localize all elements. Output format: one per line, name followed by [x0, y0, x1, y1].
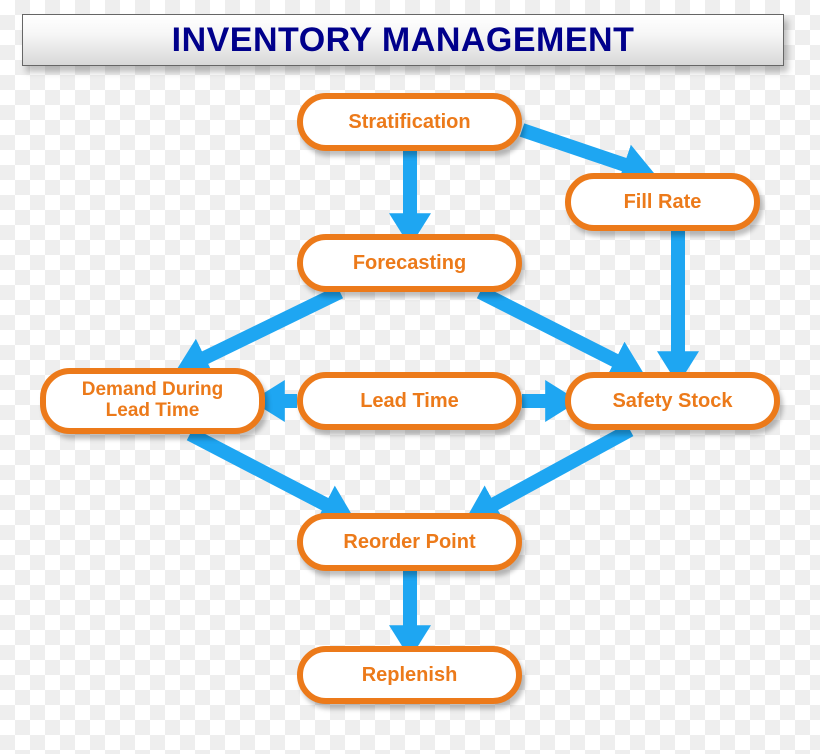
node-safety: Safety Stock: [565, 372, 780, 430]
page-title-text: INVENTORY MANAGEMENT: [172, 21, 635, 60]
node-label: Reorder Point: [343, 531, 475, 553]
node-label: Safety Stock: [612, 390, 732, 412]
edge-stratification-to-fillrate: [522, 130, 640, 170]
node-label: Stratification: [348, 111, 470, 133]
node-label: Forecasting: [353, 252, 466, 274]
page-title: INVENTORY MANAGEMENT: [22, 14, 784, 66]
node-replenish: Replenish: [297, 646, 522, 704]
diagram-canvas: INVENTORY MANAGEMENT Stratification Fill …: [0, 0, 820, 754]
node-label: Lead Time: [360, 390, 459, 412]
edge-safety-to-reorder: [480, 430, 630, 512]
node-reorder: Reorder Point: [297, 513, 522, 571]
edge-demand-to-reorder: [190, 434, 340, 512]
node-label: Replenish: [362, 664, 458, 686]
node-forecasting: Forecasting: [297, 234, 522, 292]
node-leadtime: Lead Time: [297, 372, 522, 430]
edge-forecasting-to-safety: [480, 292, 630, 368]
node-stratification: Stratification: [297, 93, 522, 151]
edge-forecasting-to-demand: [190, 292, 340, 365]
node-fillrate: Fill Rate: [565, 173, 760, 231]
node-label: Demand During Lead Time: [58, 380, 247, 422]
node-label: Fill Rate: [624, 191, 702, 213]
node-demand: Demand During Lead Time: [40, 368, 265, 434]
